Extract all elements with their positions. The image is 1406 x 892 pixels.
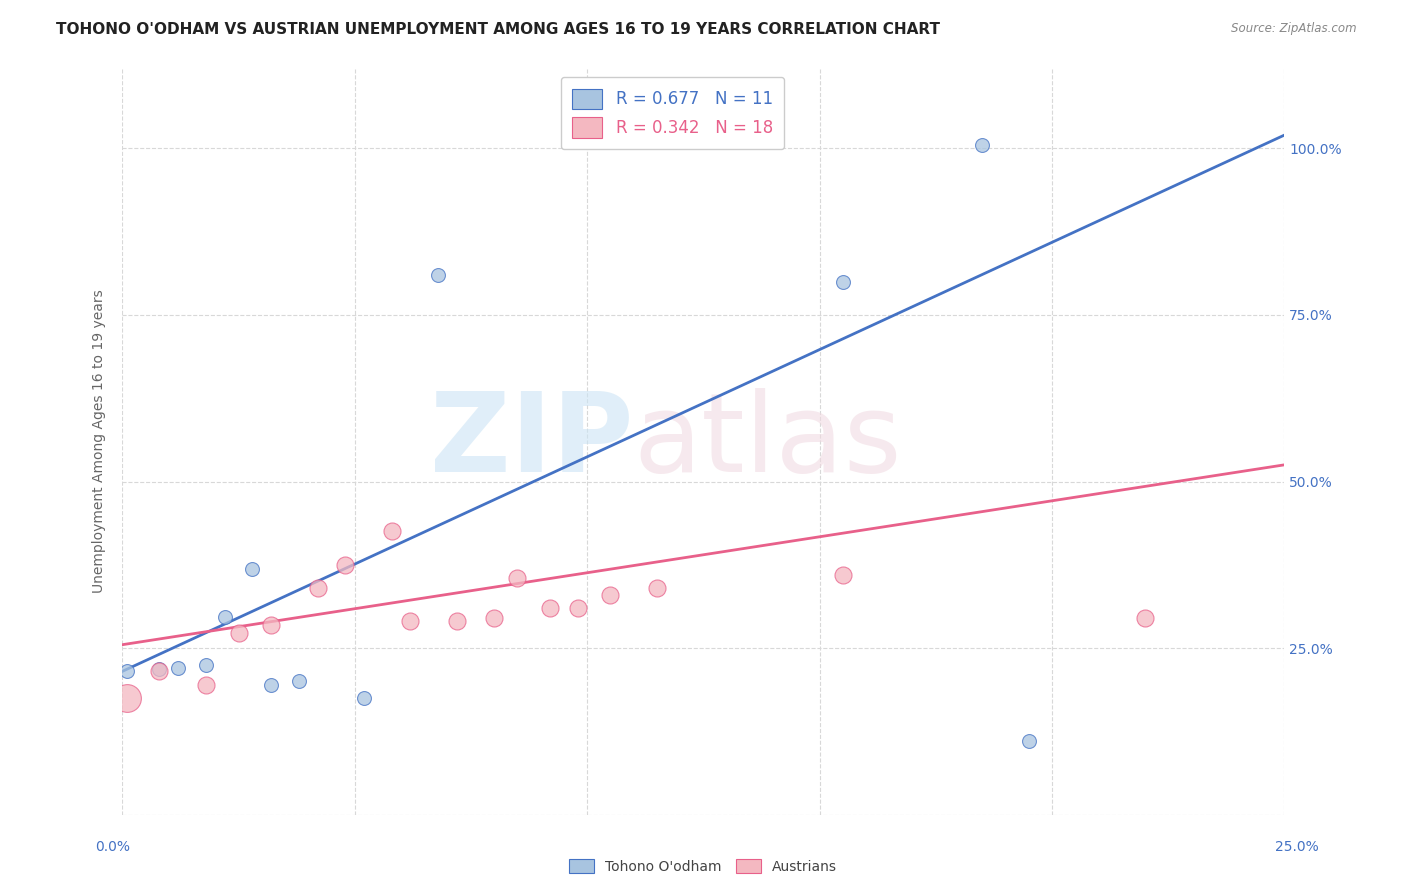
Text: ZIP: ZIP: [430, 388, 634, 495]
Point: [1018, 734, 1040, 748]
Point: [242, 562, 264, 576]
Y-axis label: Unemployment Among Ages 16 to 19 years: Unemployment Among Ages 16 to 19 years: [93, 290, 107, 593]
Point: [260, 617, 283, 632]
Point: [115, 665, 138, 679]
Point: [335, 558, 357, 572]
Point: [1133, 611, 1156, 625]
Point: [228, 626, 250, 640]
Point: [538, 601, 561, 615]
Text: TOHONO O'ODHAM VS AUSTRIAN UNEMPLOYMENT AMONG AGES 16 TO 19 YEARS CORRELATION CH: TOHONO O'ODHAM VS AUSTRIAN UNEMPLOYMENT …: [56, 22, 941, 37]
Point: [307, 581, 329, 595]
Text: 0.0%: 0.0%: [96, 840, 131, 855]
Point: [567, 601, 589, 615]
Legend: Tohono O'odham, Austrians: Tohono O'odham, Austrians: [562, 852, 844, 880]
Point: [288, 674, 311, 689]
Point: [482, 611, 505, 625]
Point: [115, 691, 138, 706]
Point: [599, 588, 621, 602]
Point: [260, 678, 283, 692]
Point: [194, 678, 217, 692]
Point: [167, 661, 190, 675]
Point: [831, 275, 853, 289]
Legend: R = 0.677   N = 11, R = 0.342   N = 18: R = 0.677 N = 11, R = 0.342 N = 18: [561, 77, 785, 149]
Point: [381, 524, 404, 539]
Point: [446, 615, 468, 629]
Point: [353, 691, 375, 706]
Text: Source: ZipAtlas.com: Source: ZipAtlas.com: [1232, 22, 1357, 36]
Point: [972, 138, 994, 153]
Point: [506, 571, 529, 585]
Text: 25.0%: 25.0%: [1275, 840, 1319, 855]
Point: [427, 268, 450, 282]
Point: [645, 581, 668, 595]
Point: [194, 658, 217, 673]
Text: atlas: atlas: [634, 388, 903, 495]
Point: [148, 665, 170, 679]
Point: [831, 567, 853, 582]
Point: [214, 610, 236, 624]
Point: [148, 662, 170, 676]
Point: [399, 615, 422, 629]
